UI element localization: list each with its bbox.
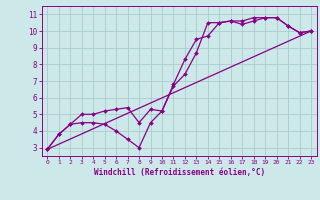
- X-axis label: Windchill (Refroidissement éolien,°C): Windchill (Refroidissement éolien,°C): [94, 168, 265, 177]
